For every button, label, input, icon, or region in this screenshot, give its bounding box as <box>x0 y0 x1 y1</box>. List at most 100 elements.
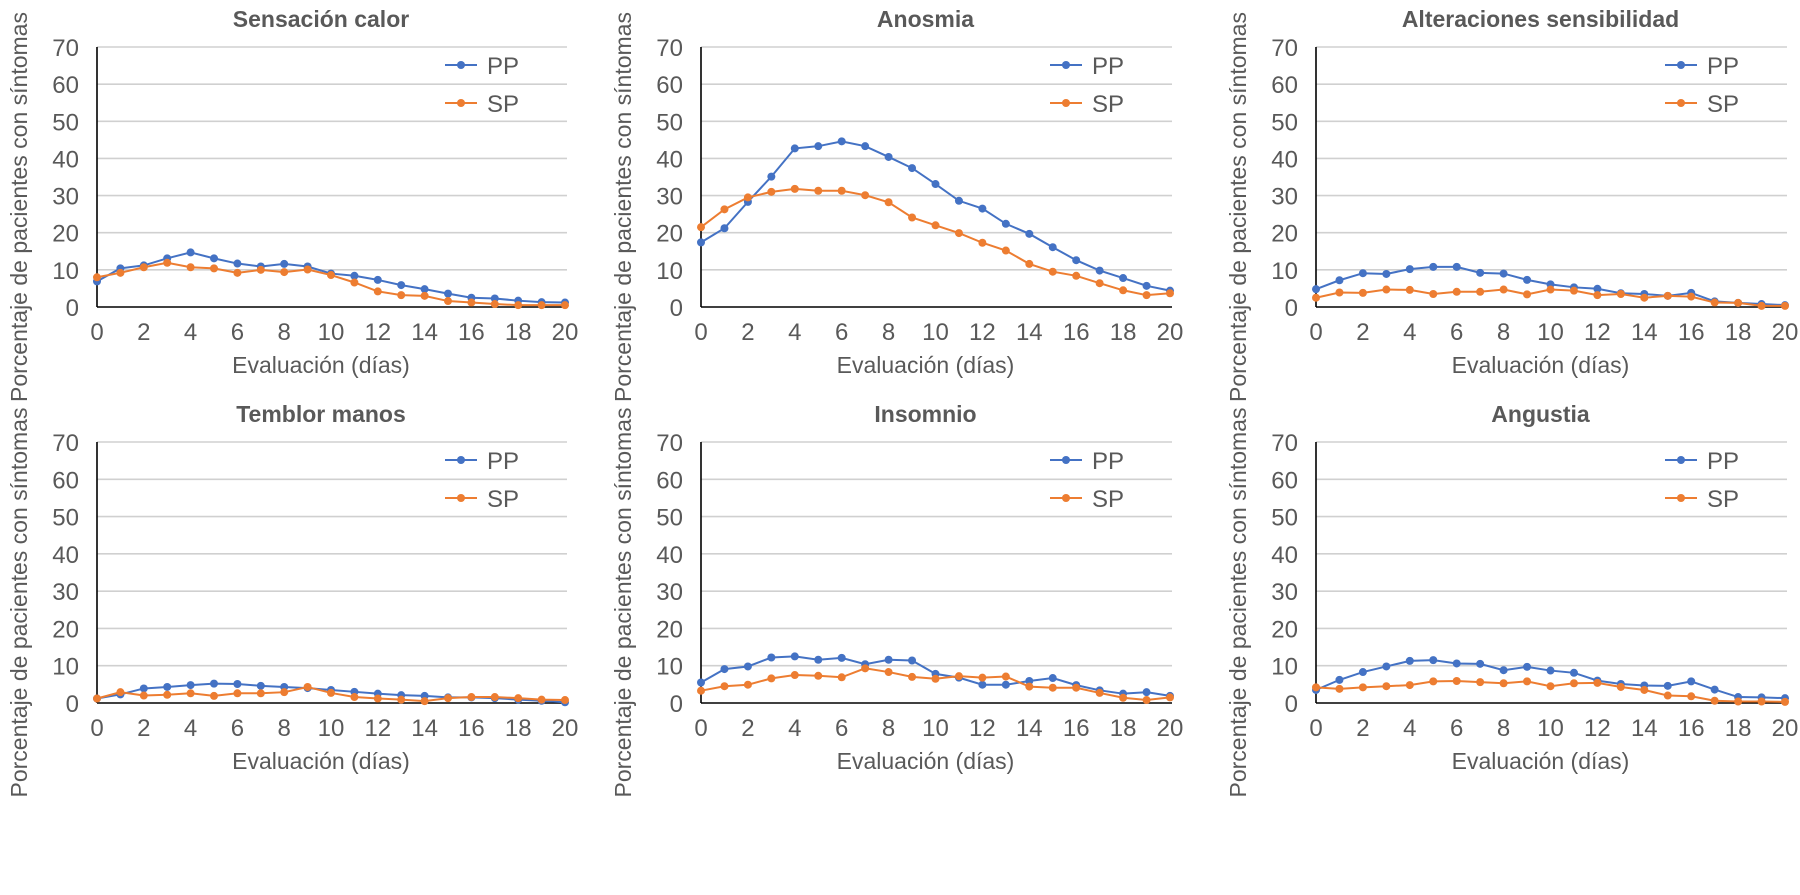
data-point-sp <box>1546 682 1555 691</box>
data-point-sp <box>537 695 546 704</box>
data-point-pp <box>1025 229 1034 238</box>
data-point-sp <box>743 680 752 689</box>
data-point-sp <box>767 187 776 196</box>
chart-panel-1: Sensación calor 0 10 20 30 40 50 60 70 0 2 4 6 8 10 12 1… <box>6 6 578 402</box>
data-point-sp <box>93 273 101 282</box>
data-point-sp <box>490 300 499 309</box>
legend-marker-sp <box>1062 494 1070 502</box>
data-point-pp <box>978 204 987 213</box>
data-point-sp <box>256 265 265 274</box>
data-point-sp <box>1569 286 1578 295</box>
y-tick-label: 70 <box>52 35 79 62</box>
data-point-pp <box>1142 688 1151 697</box>
y-tick-label: 30 <box>1271 184 1298 211</box>
x-tick-label: 6 <box>835 715 848 742</box>
chart-title: Sensación calor <box>233 6 409 32</box>
data-point-sp <box>1616 290 1625 298</box>
data-point-sp <box>1382 285 1391 294</box>
data-point-pp <box>233 259 242 268</box>
data-point-sp <box>1734 298 1743 307</box>
data-point-sp <box>1382 682 1391 691</box>
data-point-sp <box>861 191 870 200</box>
data-point-pp <box>350 271 359 280</box>
data-point-sp <box>954 229 963 238</box>
y-tick-label: 0 <box>66 295 79 322</box>
y-tick-label: 60 <box>656 467 683 494</box>
y-tick-label: 20 <box>656 221 683 248</box>
data-point-sp <box>861 664 870 673</box>
y-tick-label: 70 <box>52 430 79 457</box>
data-point-sp <box>186 263 195 272</box>
data-point-pp <box>1001 219 1010 228</box>
data-point-sp <box>1166 693 1174 702</box>
y-tick-label: 0 <box>66 691 79 718</box>
x-tick-label: 20 <box>552 715 579 742</box>
data-point-sp <box>327 271 335 280</box>
data-point-sp <box>303 265 312 274</box>
data-point-pp <box>790 144 799 153</box>
data-point-sp <box>720 205 729 214</box>
legend-label-sp: SP <box>487 486 519 513</box>
data-point-sp <box>233 268 242 277</box>
data-point-sp <box>1663 291 1672 300</box>
data-point-sp <box>163 690 172 699</box>
data-point-sp <box>1358 288 1367 297</box>
data-point-sp <box>790 184 799 193</box>
data-point-pp <box>1405 265 1414 274</box>
data-point-pp <box>1499 666 1508 675</box>
data-point-sp <box>1781 697 1789 706</box>
data-point-pp <box>837 137 846 146</box>
chart-panel-2: Anosmia 0 10 20 30 40 50 60 70 0 2 4 6 8 10 12 14 16 18 20 E… <box>610 6 1183 402</box>
chart-panel-6: Angustia 0 10 20 30 40 50 60 70 0 2 4 6 8 10 12 14 16 18 20… <box>1225 401 1798 797</box>
legend-label-pp: PP <box>487 53 519 80</box>
chart-panel-5: Insomnio 0 10 20 30 40 50 60 70 0 2 4 6 8 10 12 14 16 18 20… <box>610 401 1183 797</box>
y-tick-label: 20 <box>656 616 683 643</box>
x-tick-label: 20 <box>552 319 579 346</box>
x-axis-label: Evaluación (días) <box>232 748 410 774</box>
data-point-sp <box>1429 677 1438 686</box>
y-tick-label: 10 <box>52 258 79 285</box>
chart-title: Insomnio <box>874 401 976 427</box>
data-point-pp <box>1335 276 1344 285</box>
data-point-sp <box>116 268 125 277</box>
x-tick-label: 12 <box>969 319 996 346</box>
y-tick-label: 40 <box>1271 542 1298 569</box>
data-point-pp <box>1095 266 1104 275</box>
x-tick-label: 2 <box>741 319 754 346</box>
data-point-sp <box>1048 267 1057 276</box>
data-point-sp <box>233 689 242 698</box>
legend-label-pp: PP <box>487 448 519 475</box>
x-tick-label: 0 <box>694 715 707 742</box>
x-tick-label: 20 <box>1772 715 1799 742</box>
data-point-sp <box>561 696 569 705</box>
data-point-pp <box>210 679 218 688</box>
data-point-sp <box>1048 683 1057 692</box>
data-point-pp <box>280 259 289 268</box>
data-point-sp <box>1523 677 1532 686</box>
x-tick-label: 10 <box>1537 319 1564 346</box>
x-tick-label: 0 <box>1309 319 1322 346</box>
data-point-pp <box>210 254 218 263</box>
chart-panel-3: Alteraciones sensibilidad010203040506070… <box>1225 6 1798 402</box>
data-point-pp <box>908 656 917 665</box>
y-axis-label: Porcentaje de pacientes con síntomas <box>610 408 636 798</box>
data-point-sp <box>210 264 218 273</box>
data-point-pp <box>233 679 242 688</box>
x-tick-label: 8 <box>278 715 291 742</box>
data-point-sp <box>1405 681 1414 690</box>
data-point-pp <box>884 655 893 664</box>
y-tick-label: 20 <box>52 221 79 248</box>
y-tick-label: 10 <box>1271 258 1298 285</box>
legend-marker-pp <box>457 456 465 464</box>
data-point-sp <box>884 198 893 207</box>
y-tick-label: 70 <box>1271 430 1298 457</box>
x-tick-label: 12 <box>1584 715 1611 742</box>
x-tick-label: 18 <box>505 715 532 742</box>
x-tick-label: 10 <box>922 319 949 346</box>
data-point-sp <box>1476 678 1485 687</box>
x-tick-label: 12 <box>1584 319 1611 346</box>
x-tick-label: 4 <box>1403 715 1416 742</box>
x-tick-label: 14 <box>1631 715 1658 742</box>
y-tick-label: 50 <box>1271 109 1298 136</box>
